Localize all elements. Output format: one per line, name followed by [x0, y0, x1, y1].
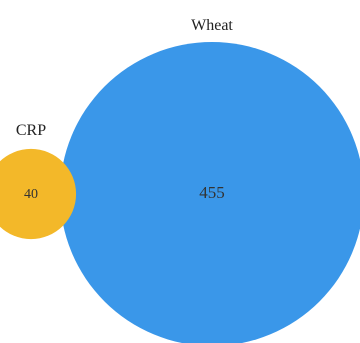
wheat-circle [60, 42, 360, 343]
set-crp: CRP 40 [0, 122, 77, 240]
crp-count-label: 40 [24, 187, 38, 202]
wheat-count-label: 455 [199, 183, 225, 202]
wheat-set-label: Wheat [191, 17, 233, 34]
crp-circle [0, 148, 77, 240]
crp-set-label: CRP [16, 122, 46, 139]
set-wheat: Wheat 455 [60, 17, 360, 343]
